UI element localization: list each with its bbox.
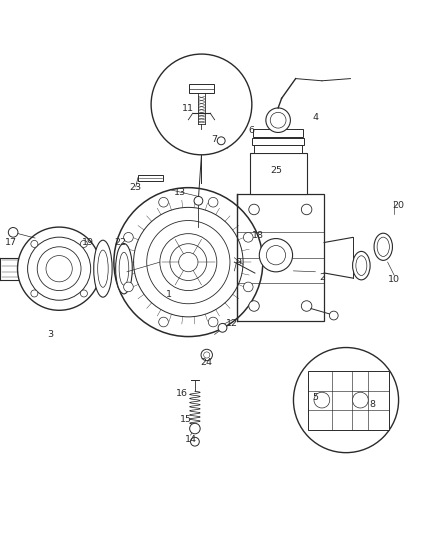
Circle shape bbox=[301, 301, 312, 311]
Text: 14: 14 bbox=[184, 435, 197, 444]
Text: 15: 15 bbox=[180, 415, 192, 424]
Bar bbox=[237, 194, 324, 321]
Circle shape bbox=[301, 204, 312, 215]
Circle shape bbox=[159, 317, 168, 327]
Text: 6: 6 bbox=[249, 126, 255, 135]
Text: 3: 3 bbox=[47, 330, 53, 339]
Circle shape bbox=[217, 137, 225, 145]
Text: 8: 8 bbox=[369, 400, 375, 409]
Circle shape bbox=[314, 392, 330, 408]
Circle shape bbox=[249, 204, 259, 215]
Circle shape bbox=[28, 237, 91, 300]
Text: 17: 17 bbox=[5, 238, 17, 247]
Bar bbox=[252, 138, 304, 145]
Circle shape bbox=[160, 233, 217, 290]
Circle shape bbox=[147, 221, 230, 304]
Text: 19: 19 bbox=[81, 238, 94, 247]
Circle shape bbox=[18, 227, 101, 310]
Circle shape bbox=[114, 188, 263, 336]
Ellipse shape bbox=[119, 252, 129, 285]
Circle shape bbox=[179, 253, 198, 272]
Bar bbox=[138, 174, 163, 181]
Circle shape bbox=[81, 290, 88, 297]
Bar bbox=[307, 370, 389, 430]
Circle shape bbox=[81, 240, 88, 247]
Text: 9: 9 bbox=[236, 257, 242, 266]
Circle shape bbox=[208, 197, 218, 207]
Ellipse shape bbox=[116, 244, 132, 294]
Bar bbox=[250, 152, 307, 194]
Circle shape bbox=[124, 232, 133, 242]
Circle shape bbox=[244, 282, 253, 292]
Circle shape bbox=[293, 348, 399, 453]
Circle shape bbox=[124, 282, 133, 292]
Circle shape bbox=[266, 108, 290, 133]
Circle shape bbox=[204, 352, 210, 358]
Text: 23: 23 bbox=[130, 183, 142, 192]
Text: 25: 25 bbox=[270, 166, 282, 175]
Text: 20: 20 bbox=[392, 201, 405, 209]
Circle shape bbox=[270, 112, 286, 128]
Text: 10: 10 bbox=[388, 275, 400, 284]
Text: 5: 5 bbox=[312, 393, 318, 402]
Circle shape bbox=[353, 392, 368, 408]
Circle shape bbox=[208, 317, 218, 327]
Circle shape bbox=[170, 244, 207, 280]
Circle shape bbox=[151, 54, 252, 155]
Circle shape bbox=[46, 255, 72, 282]
Circle shape bbox=[244, 232, 253, 242]
Ellipse shape bbox=[353, 252, 370, 280]
Text: 12: 12 bbox=[226, 319, 238, 328]
Ellipse shape bbox=[94, 240, 112, 297]
Bar bbox=[253, 129, 303, 137]
Circle shape bbox=[190, 423, 200, 434]
Circle shape bbox=[31, 290, 38, 297]
Circle shape bbox=[266, 246, 286, 265]
Circle shape bbox=[134, 207, 243, 317]
Circle shape bbox=[194, 197, 203, 205]
Circle shape bbox=[8, 228, 18, 237]
Bar bbox=[189, 84, 214, 93]
Circle shape bbox=[329, 311, 338, 320]
Text: 24: 24 bbox=[200, 358, 212, 367]
Circle shape bbox=[37, 247, 81, 290]
Text: 16: 16 bbox=[176, 389, 188, 398]
Circle shape bbox=[159, 197, 168, 207]
Circle shape bbox=[218, 324, 227, 332]
Ellipse shape bbox=[356, 256, 367, 276]
Text: 22: 22 bbox=[114, 238, 127, 247]
Circle shape bbox=[249, 301, 259, 311]
Text: 18: 18 bbox=[252, 231, 265, 240]
Ellipse shape bbox=[98, 250, 108, 287]
Circle shape bbox=[201, 349, 212, 361]
Circle shape bbox=[191, 437, 199, 446]
Ellipse shape bbox=[377, 237, 389, 256]
Text: 1: 1 bbox=[166, 290, 172, 300]
Text: 7: 7 bbox=[212, 135, 218, 144]
Circle shape bbox=[31, 240, 38, 247]
Text: 2: 2 bbox=[319, 273, 325, 282]
Text: 4: 4 bbox=[312, 113, 318, 122]
Text: 11: 11 bbox=[182, 104, 194, 114]
Ellipse shape bbox=[374, 233, 392, 260]
Bar bbox=[254, 145, 302, 152]
Circle shape bbox=[259, 239, 293, 272]
Text: 13: 13 bbox=[173, 188, 186, 197]
